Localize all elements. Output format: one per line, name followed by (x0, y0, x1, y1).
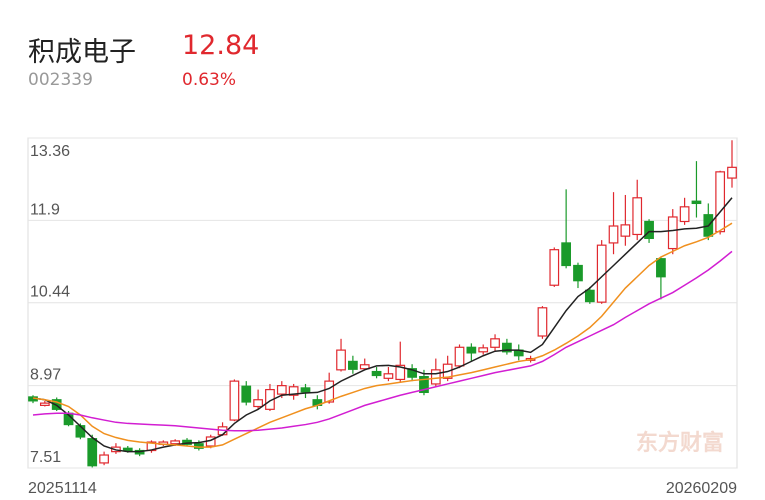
x-tick-label: 20260209 (666, 480, 737, 497)
candle-body (620, 224, 631, 237)
candle-body (632, 197, 643, 236)
candle-body (122, 447, 133, 452)
candle-body (454, 346, 465, 367)
candle-body (715, 171, 726, 233)
stock-price: 12.84 (182, 30, 260, 61)
candle-body (87, 438, 98, 467)
watermark: 东方财富 (636, 430, 724, 456)
candle-body (39, 402, 50, 406)
candle-body (419, 376, 429, 394)
candle-body (561, 242, 572, 267)
candle-body (241, 385, 252, 403)
candle-body (99, 454, 109, 464)
candle-body (478, 347, 489, 353)
candle-body (407, 368, 417, 378)
candle-body (229, 380, 240, 421)
candle-body (324, 380, 335, 403)
y-tick-label: 11.9 (30, 201, 60, 218)
y-tick-label: 10.44 (30, 284, 70, 301)
candle-body (51, 399, 62, 410)
stock-name: 积成电子 (28, 37, 136, 68)
candle-body (608, 225, 619, 244)
candle-body (383, 373, 394, 379)
y-tick-label: 13.36 (30, 143, 70, 160)
candle-body (537, 307, 548, 337)
candle-body (466, 346, 477, 354)
candle-body (300, 387, 311, 393)
candle-body (727, 166, 737, 179)
candle-body (644, 220, 654, 240)
candle-body (288, 386, 299, 396)
moving-average-line (32, 222, 733, 448)
candle-body (348, 360, 358, 370)
candle-body (656, 258, 666, 278)
candle-body (395, 364, 406, 381)
candle-body (502, 342, 512, 353)
candle-body (679, 206, 690, 223)
candle-body (430, 369, 441, 385)
moving-average-line (32, 197, 733, 453)
y-tick-label: 7.51 (30, 449, 61, 466)
candle-body (573, 264, 583, 282)
candle-body (276, 385, 287, 395)
candle-body (371, 370, 382, 377)
candle-body (253, 399, 263, 408)
x-tick-label: 20251114 (28, 480, 97, 497)
candle-body (170, 440, 181, 445)
price-change: 0.63% (182, 70, 237, 90)
candle-body (336, 349, 346, 371)
candle-body (691, 200, 702, 205)
stock-code: 002339 (28, 70, 93, 90)
candle-body (75, 425, 86, 438)
moving-average-line (32, 250, 733, 432)
candle-body (359, 364, 370, 370)
candle-body (667, 216, 678, 250)
candle-body (584, 289, 595, 303)
y-tick-label: 8.97 (30, 367, 61, 384)
candle-body (549, 249, 560, 286)
candle-body (490, 338, 500, 348)
